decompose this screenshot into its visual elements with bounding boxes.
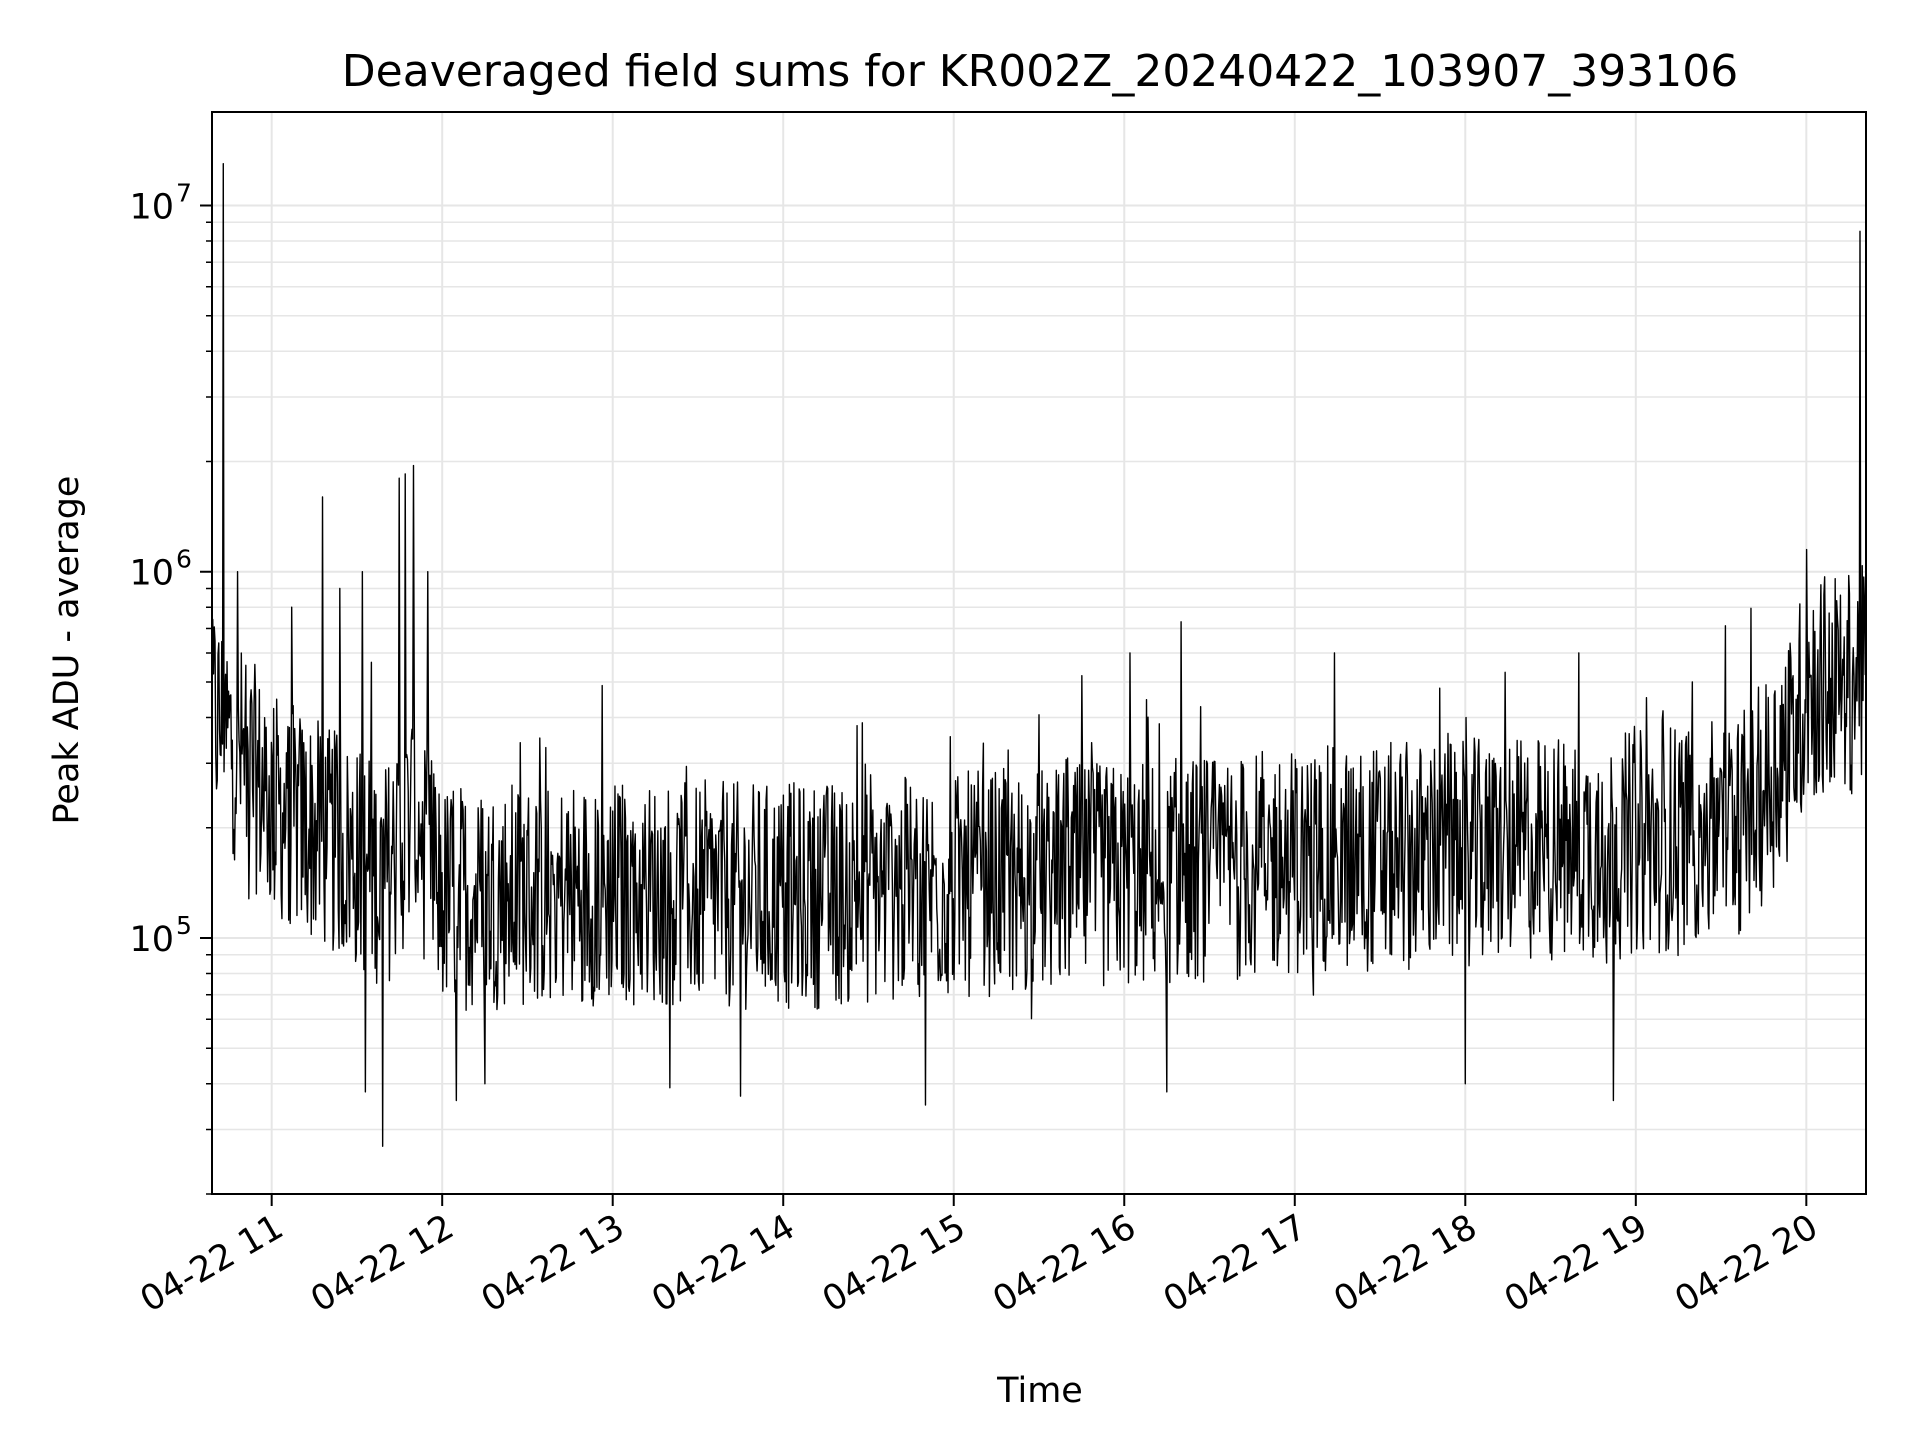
y-tick-label-base: 10 xyxy=(129,920,174,960)
y-tick-label-base: 10 xyxy=(129,554,174,594)
y-tick-label: 10 6 xyxy=(129,545,191,594)
y-axis-label: Peak ADU - average xyxy=(47,476,87,825)
y-tick-label-exp: 5 xyxy=(176,911,192,940)
data-layer xyxy=(211,163,1867,1147)
x-axis-label: Time xyxy=(996,1371,1083,1411)
y-tick-label-exp: 6 xyxy=(176,545,192,574)
y-tick-label-base: 10 xyxy=(129,187,174,227)
chart-title: Deaveraged field sums for KR002Z_2024042… xyxy=(342,46,1738,97)
y-tick-label: 10 7 xyxy=(129,178,191,227)
series-line xyxy=(211,163,1867,1147)
y-tick-label: 10 5 xyxy=(129,911,191,960)
y-tick-label-exp: 7 xyxy=(176,178,192,207)
